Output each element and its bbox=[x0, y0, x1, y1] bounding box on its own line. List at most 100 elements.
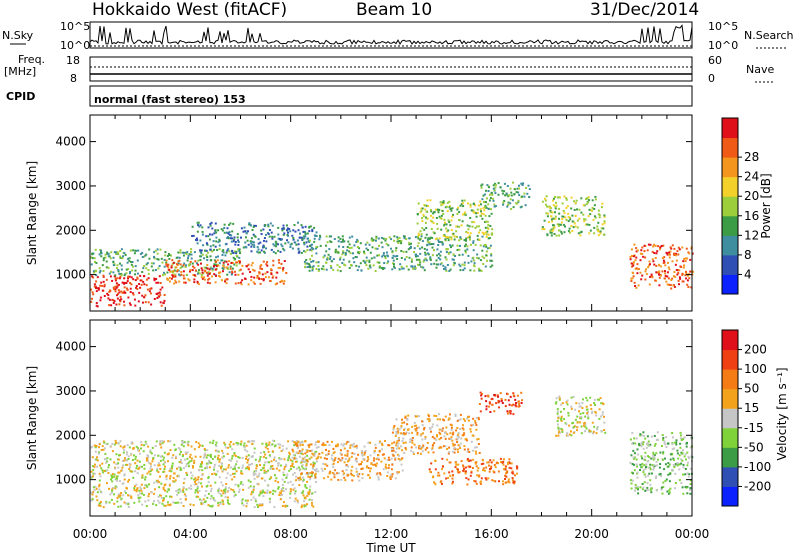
power-cell bbox=[107, 252, 110, 255]
power-cell bbox=[256, 250, 259, 253]
velocity-cell bbox=[456, 441, 459, 443]
velocity-cell bbox=[632, 463, 635, 466]
power-cell bbox=[190, 257, 193, 260]
power-cell bbox=[420, 235, 423, 238]
velocity-cell bbox=[251, 462, 253, 465]
power-cell bbox=[378, 254, 381, 257]
velocity-cell bbox=[498, 480, 500, 483]
power-cell bbox=[384, 257, 387, 260]
velocity-cell bbox=[258, 459, 261, 462]
power-cell bbox=[311, 254, 313, 257]
velocity-cell bbox=[639, 463, 642, 466]
power-cell bbox=[112, 286, 115, 289]
velocity-cell bbox=[388, 464, 390, 467]
power-cell bbox=[650, 273, 653, 276]
velocity-cell bbox=[160, 455, 162, 458]
velocity-cell bbox=[638, 442, 641, 445]
power-cell bbox=[196, 237, 198, 240]
power-cell bbox=[120, 264, 123, 267]
power-cell bbox=[339, 237, 342, 240]
power-cell bbox=[274, 240, 277, 243]
velocity-cell bbox=[162, 497, 165, 500]
velocity-cell bbox=[462, 469, 465, 472]
power-cell bbox=[480, 203, 482, 206]
power-cell bbox=[250, 242, 253, 245]
power-cell bbox=[473, 259, 476, 262]
power-cell bbox=[272, 264, 275, 267]
velocity-cell bbox=[650, 435, 653, 438]
power-cell bbox=[492, 199, 495, 202]
velocity-cell bbox=[218, 460, 221, 463]
velocity-cell bbox=[186, 442, 189, 445]
power-cell bbox=[404, 258, 406, 261]
velocity-cell bbox=[306, 460, 309, 463]
power-cell bbox=[567, 220, 570, 223]
power-cell bbox=[216, 259, 219, 262]
power-cell bbox=[129, 272, 131, 275]
power-cell bbox=[212, 244, 215, 247]
velocity-cell bbox=[689, 446, 692, 449]
velocity-cell bbox=[216, 470, 219, 473]
power-cell bbox=[250, 250, 253, 253]
velocity-cell bbox=[218, 464, 221, 467]
velocity-cell bbox=[662, 481, 665, 484]
power-cell bbox=[507, 204, 510, 206]
power-cell bbox=[670, 279, 673, 281]
velocity-cell bbox=[511, 477, 514, 480]
power-cell bbox=[200, 249, 203, 252]
power-cell bbox=[644, 278, 647, 281]
velocity-cell bbox=[278, 491, 281, 494]
velocity-cell bbox=[274, 490, 277, 493]
velocity-cell bbox=[436, 435, 438, 438]
power-cell bbox=[396, 236, 399, 239]
power-cell bbox=[546, 233, 549, 236]
velocity-cell bbox=[179, 448, 182, 451]
velocity-cell bbox=[296, 446, 299, 449]
power-cell bbox=[429, 208, 432, 211]
velocity-cell bbox=[314, 472, 317, 475]
velocity-cell bbox=[190, 459, 193, 462]
power-cell bbox=[561, 218, 564, 220]
velocity-cell bbox=[423, 428, 425, 431]
power-cell bbox=[228, 231, 231, 234]
velocity-cell bbox=[662, 486, 665, 488]
velocity-cell bbox=[145, 443, 148, 445]
power-cell bbox=[497, 193, 500, 196]
power-cell bbox=[197, 259, 200, 262]
power-cell bbox=[95, 304, 98, 307]
power-cell bbox=[218, 262, 221, 265]
velocity-cell bbox=[246, 502, 248, 505]
power-cell bbox=[213, 273, 216, 276]
power-cell bbox=[226, 249, 229, 252]
velocity-cell bbox=[306, 449, 309, 452]
velocity-cell bbox=[493, 410, 496, 413]
velocity-cell bbox=[641, 483, 644, 485]
velocity-cell bbox=[433, 437, 436, 440]
power-cell bbox=[449, 244, 452, 247]
nsky-panel: N.Sky 10^5 10^0 10^5 10^0 N.Search bbox=[2, 20, 794, 52]
velocity-cell bbox=[391, 463, 394, 466]
power-cell bbox=[368, 264, 371, 267]
power-cell bbox=[636, 263, 639, 266]
velocity-cell bbox=[305, 487, 308, 489]
power-cell bbox=[645, 273, 648, 276]
velocity-cell bbox=[197, 442, 200, 445]
velocity-cell bbox=[343, 476, 346, 479]
velocity-cell bbox=[444, 445, 447, 448]
power-cell bbox=[162, 301, 165, 304]
power-cell bbox=[368, 243, 371, 246]
velocity-cell bbox=[376, 472, 379, 475]
velocity-cell bbox=[404, 447, 407, 449]
velocity-cell bbox=[157, 495, 160, 498]
power-cell bbox=[475, 215, 478, 218]
velocity-cell bbox=[162, 456, 165, 459]
power-cell bbox=[221, 250, 224, 253]
velocity-cell bbox=[512, 413, 515, 416]
power-cell bbox=[114, 277, 117, 280]
velocity-cell bbox=[653, 444, 656, 447]
power-cell bbox=[145, 253, 148, 256]
velocity-cell bbox=[669, 453, 672, 456]
power-cell bbox=[480, 210, 482, 213]
velocity-cell bbox=[396, 471, 399, 474]
velocity-cell bbox=[381, 442, 383, 445]
